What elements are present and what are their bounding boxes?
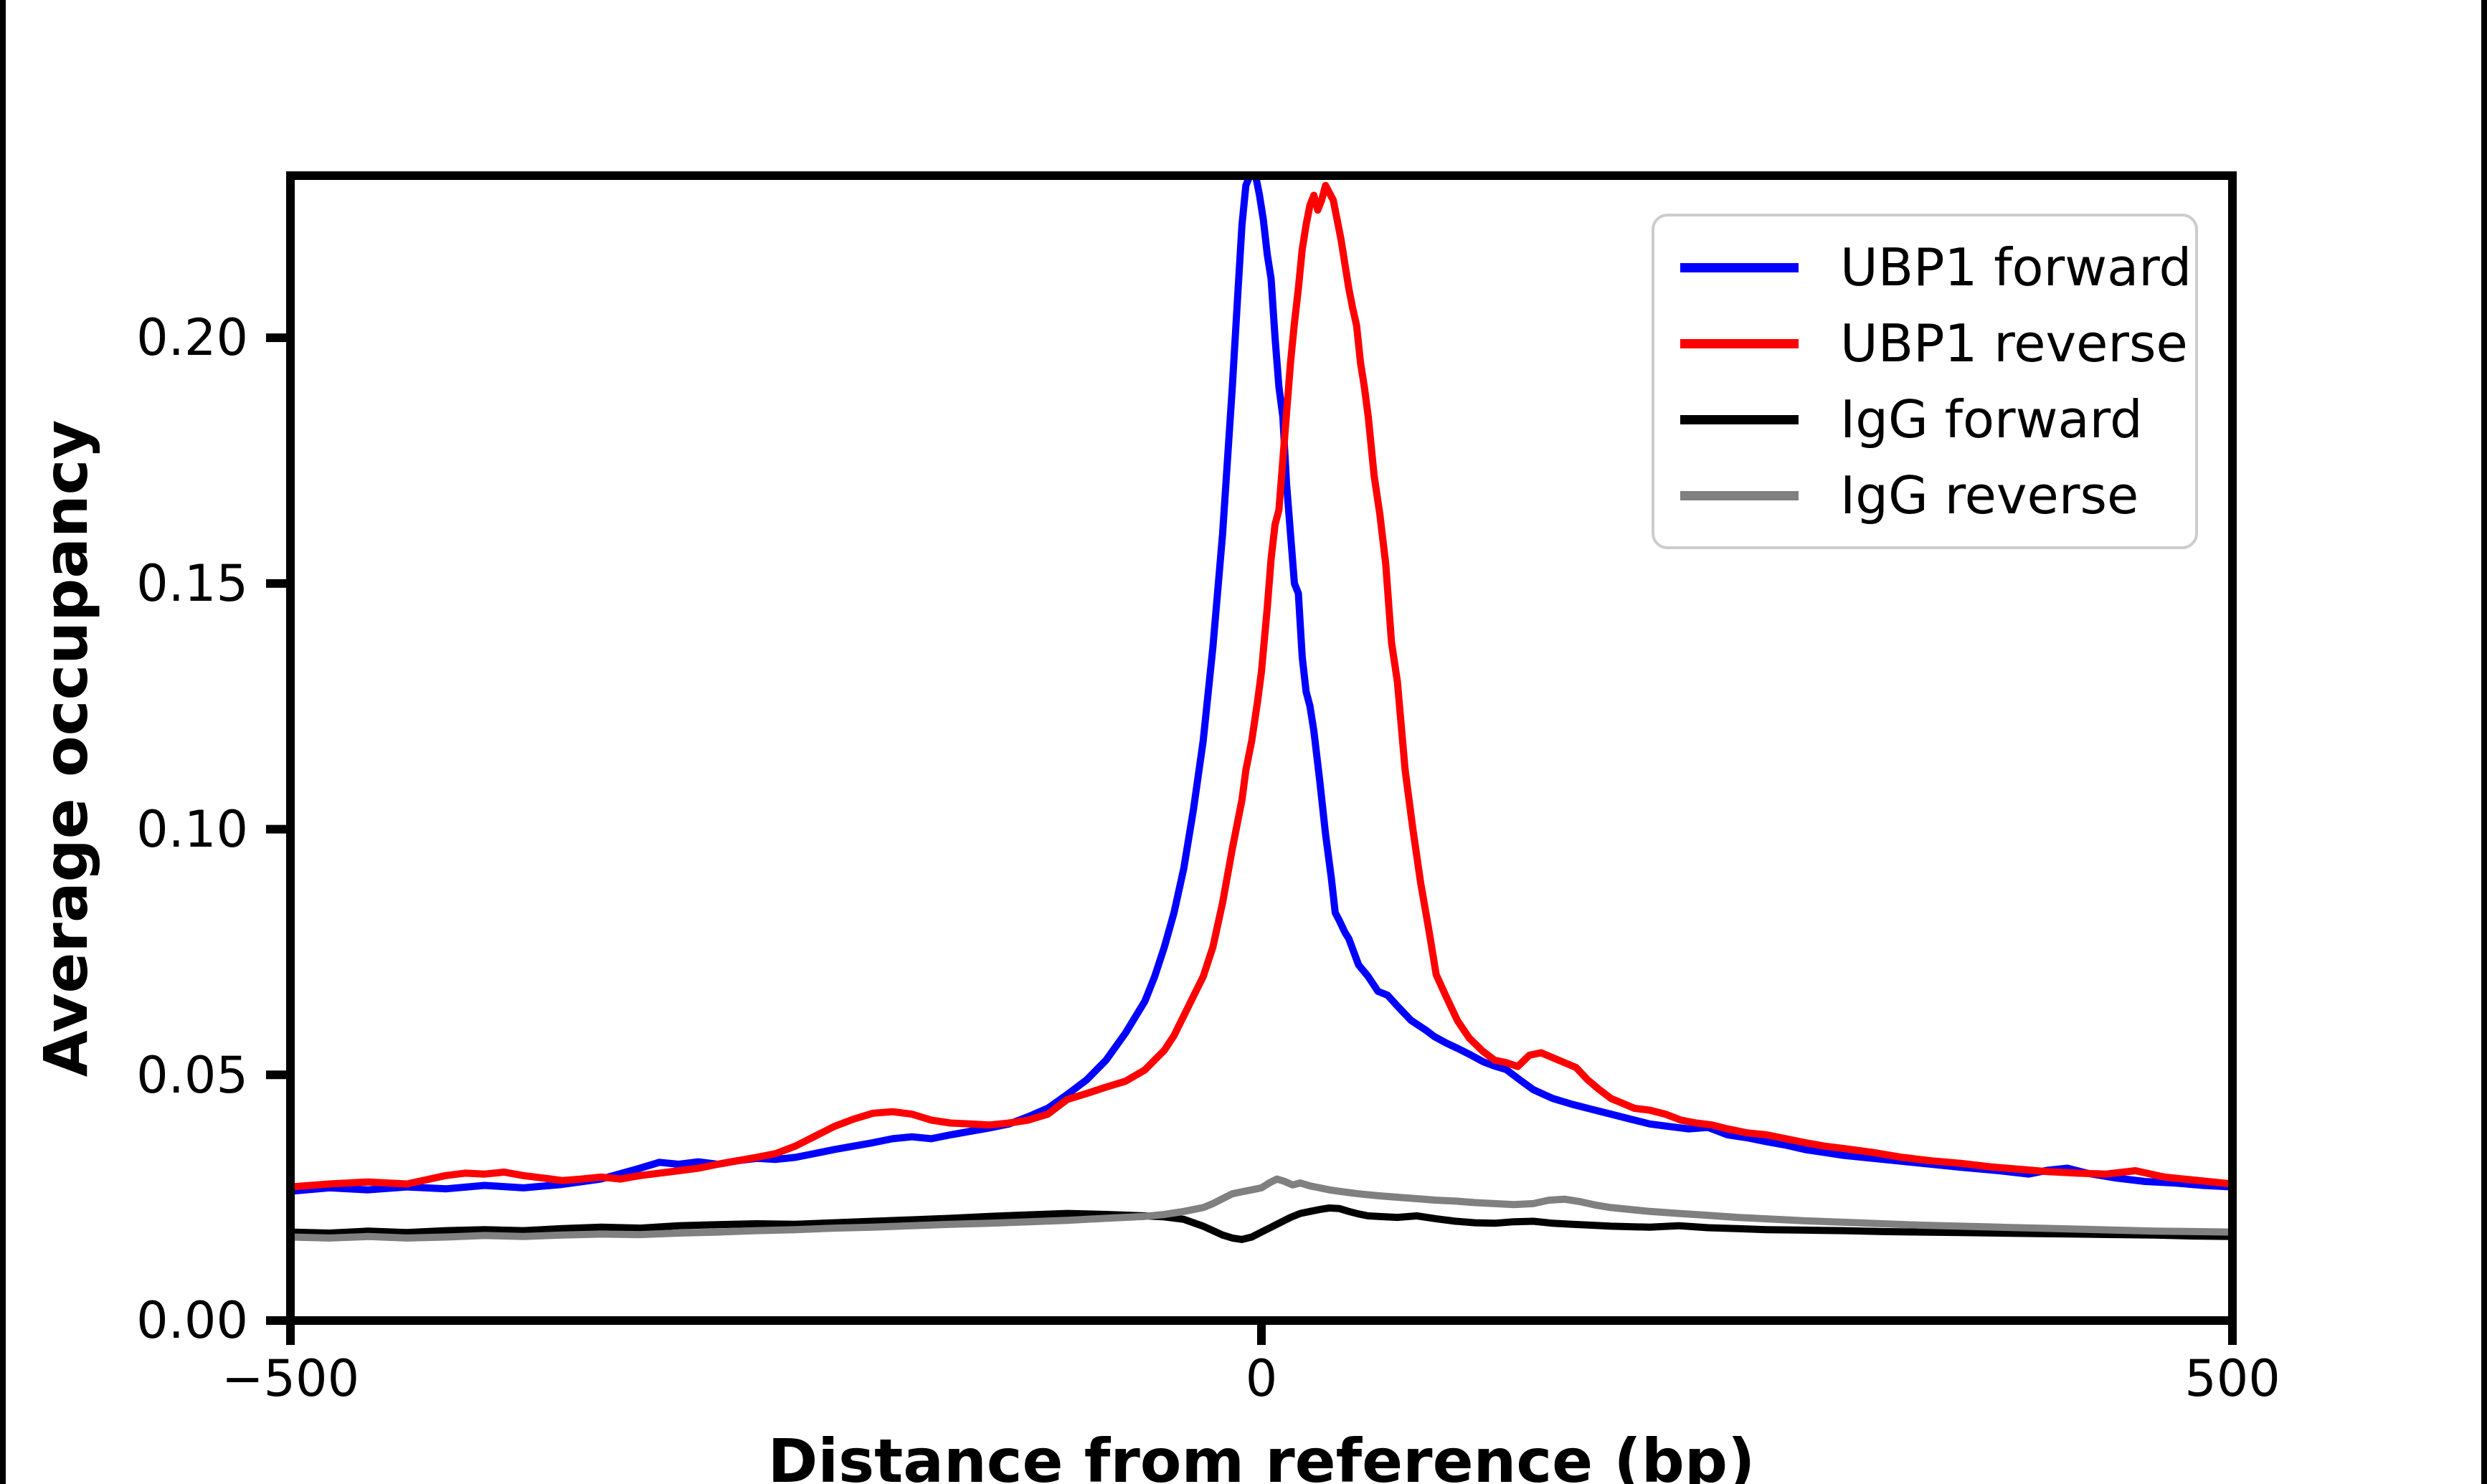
screen-edge-bar-left	[0, 0, 6, 1484]
legend-item-ubp1-reverse: UBP1 reverse	[1654, 306, 2195, 381]
legend-box: UBP1 forward UBP1 reverse IgG forward Ig…	[1652, 214, 2198, 549]
series-igg-forward	[290, 1204, 2232, 1243]
y-tick-label-0.10: 0.10	[136, 800, 248, 859]
x-tick-label-500: 500	[2184, 1349, 2280, 1408]
legend-label: IgG reverse	[1840, 465, 2139, 525]
y-tick-label-0.00: 0.00	[136, 1291, 248, 1350]
y-axis-label: Average occupancy	[31, 419, 101, 1078]
legend-label: UBP1 reverse	[1840, 313, 2188, 374]
x-tick-label-0: 0	[1245, 1349, 1278, 1408]
legend-label: UBP1 forward	[1840, 237, 2192, 298]
series-igg-reverse	[290, 1175, 2232, 1242]
screen-edge-bar-right	[2481, 0, 2487, 1484]
x-tick-label-minus-500: −500	[221, 1349, 360, 1408]
y-tick-label-0.15: 0.15	[136, 554, 248, 613]
legend-item-igg-reverse: IgG reverse	[1654, 458, 2195, 533]
legend-item-igg-forward: IgG forward	[1654, 382, 2195, 457]
series-ubp1-forward	[290, 176, 2232, 1195]
y-tick-label-0.05: 0.05	[136, 1046, 248, 1105]
x-axis-label: Distance from reference (bp)	[767, 1426, 1756, 1484]
legend-line-sample-black	[1680, 414, 1799, 424]
legend-line-sample-red	[1680, 338, 1799, 348]
legend-label: IgG forward	[1840, 389, 2143, 450]
y-tick-label-0.20: 0.20	[136, 308, 248, 367]
legend-line-sample-blue	[1680, 262, 1799, 272]
legend-line-sample-gray	[1680, 490, 1799, 500]
series-ubp1-reverse	[290, 181, 2232, 1191]
legend-item-ubp1-forward: UBP1 forward	[1654, 230, 2195, 305]
